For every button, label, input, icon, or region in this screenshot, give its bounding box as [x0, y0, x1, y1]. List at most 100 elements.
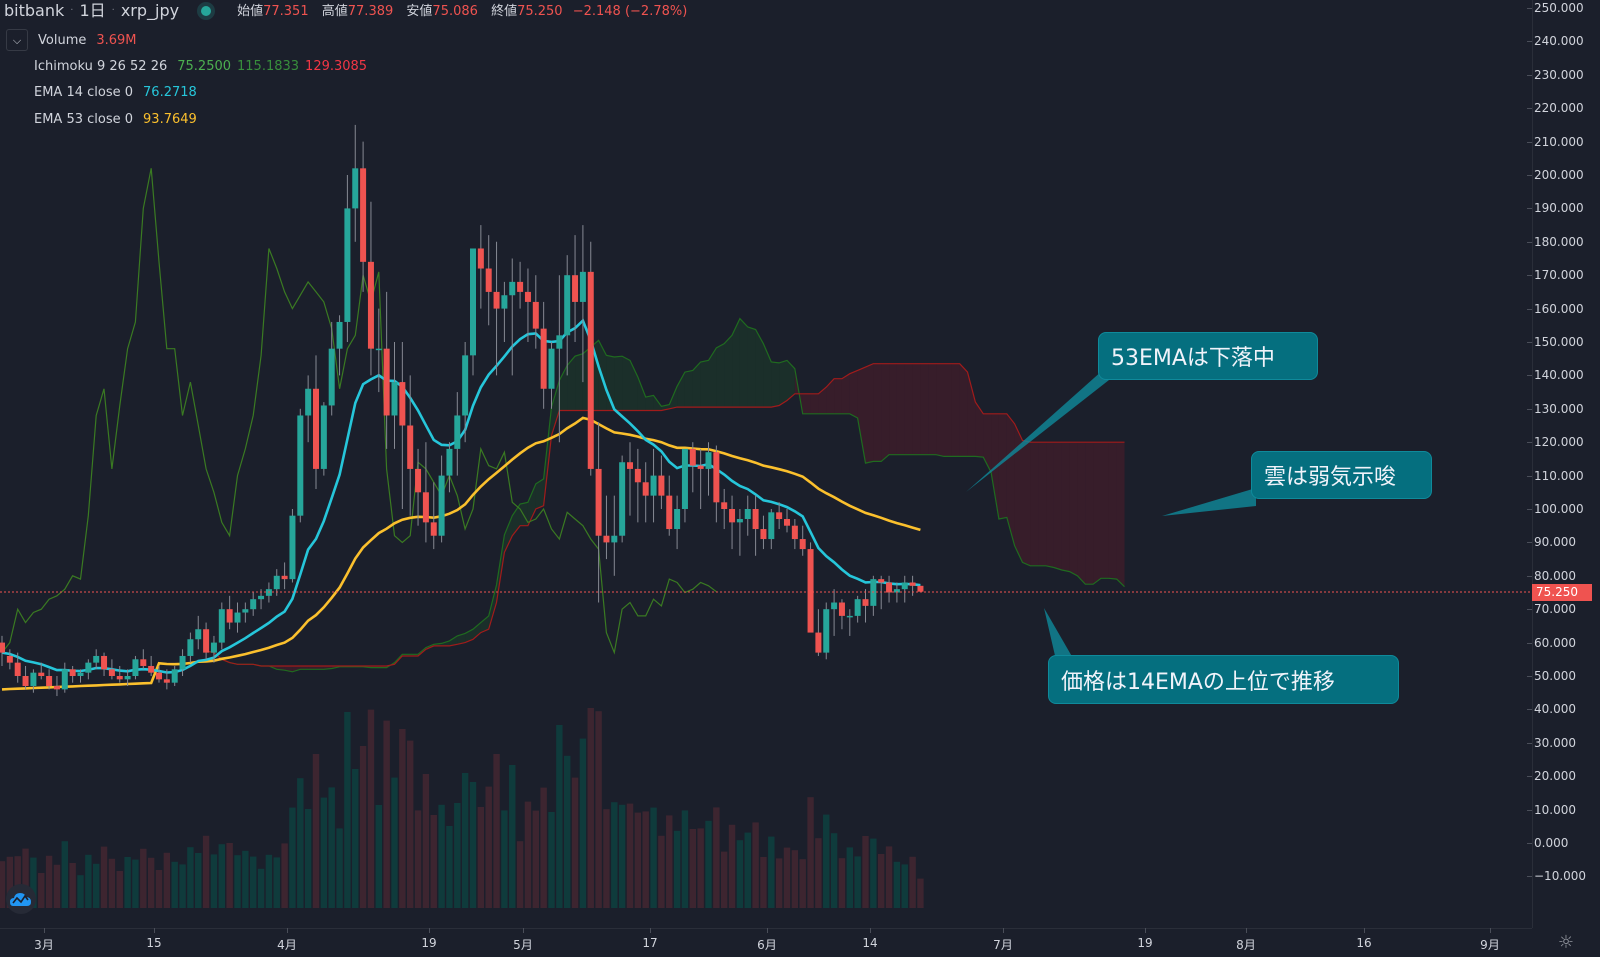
- cloud-logo-icon: [10, 893, 31, 906]
- callout-pointers: [966, 362, 1256, 660]
- ohlc-values: 始値77.351 高値77.389 安値75.086 終値75.250 −2.1…: [237, 3, 688, 19]
- price-tick-mark: [1527, 408, 1532, 410]
- price-tick-mark: [1527, 208, 1532, 210]
- price-tick-mark: [1527, 375, 1532, 377]
- chevron-down-icon: ⌵: [12, 33, 22, 47]
- ichimoku-cloud: [206, 318, 1125, 672]
- time-tick-mark: [1145, 928, 1146, 933]
- time-tick-label: 8月: [1236, 938, 1256, 952]
- price-tick-label: 210.000: [1534, 134, 1584, 149]
- time-tick-mark: [767, 928, 768, 933]
- price-tick-mark: [1527, 509, 1532, 510]
- price-tick-label: 50.000: [1534, 669, 1576, 683]
- interval-label[interactable]: 1日: [79, 1, 106, 20]
- price-tick-label: 230.000: [1534, 67, 1584, 82]
- legend-ichimoku[interactable]: Ichimoku 9 26 52 26 75.2500 115.1833 129…: [34, 59, 368, 74]
- price-tick-mark: [1527, 642, 1532, 644]
- price-tick-mark: [1527, 275, 1532, 277]
- price-tick-label: 70.000: [1534, 602, 1576, 617]
- price-tick-mark: [1527, 876, 1532, 878]
- volume-bars: [0, 708, 924, 908]
- price-tick-label: 20.000: [1534, 769, 1576, 784]
- time-tick-mark: [429, 928, 430, 933]
- time-tick-label: 15: [146, 936, 162, 950]
- price-tick-label: 60.000: [1534, 635, 1576, 650]
- price-tick-mark: [1527, 676, 1532, 677]
- candlesticks: [0, 124, 924, 697]
- time-tick-label: 3月: [34, 938, 54, 952]
- time-tick-mark: [44, 928, 45, 933]
- time-tick-label: 5月: [513, 938, 533, 952]
- time-tick-label: 9月: [1480, 938, 1500, 952]
- annotation-cloud-bearish[interactable]: 雲は弱気示唆: [1251, 451, 1432, 499]
- price-tick-mark: [1527, 575, 1532, 577]
- price-tick-label: 160.000: [1534, 301, 1584, 316]
- price-tick-label: 220.000: [1534, 101, 1584, 116]
- price-tick-label: 110.000: [1534, 468, 1584, 483]
- price-tick-mark: [1527, 475, 1532, 477]
- price-tick-mark: [1527, 442, 1532, 444]
- time-tick-mark: [1490, 928, 1491, 933]
- price-tick-mark: [1527, 609, 1532, 611]
- price-tick-label: 240.000: [1534, 34, 1584, 49]
- price-tick-mark: [1527, 141, 1532, 143]
- price-tick-label: 120.000: [1534, 435, 1584, 450]
- time-tick-mark: [523, 928, 524, 933]
- price-tick-label: 170.000: [1534, 268, 1584, 283]
- time-tick-label: 6月: [757, 938, 777, 952]
- symbol-title[interactable]: bitbank · 1日 · xrp_jpy 始値77.351 高値77.389…: [4, 3, 696, 19]
- time-tick-mark: [870, 928, 871, 933]
- time-tick-label: 19: [1137, 936, 1153, 950]
- price-tick-mark: [1527, 41, 1532, 43]
- price-tick-mark: [1527, 809, 1532, 811]
- exchange-name: bitbank: [4, 1, 65, 20]
- annotation-price-above-14ema[interactable]: 価格は14EMAの上位で推移: [1048, 655, 1399, 704]
- price-tick-label: −10.000: [1534, 869, 1587, 884]
- price-tick-label: 0.000: [1534, 836, 1569, 850]
- time-tick-label: 4月: [277, 938, 297, 952]
- price-tick-mark: [1527, 843, 1532, 844]
- legend-ema14[interactable]: EMA 14 close 0 76.2718: [34, 85, 197, 100]
- last-price-tag: 75.250: [1532, 584, 1592, 601]
- price-tick-mark: [1527, 175, 1532, 176]
- time-tick-mark: [1246, 928, 1247, 933]
- price-tick-label: 80.000: [1534, 568, 1576, 583]
- time-tick-label: 19: [421, 936, 437, 950]
- price-tick-mark: [1527, 308, 1532, 310]
- indicator-lines: [1, 168, 1125, 691]
- price-tick-label: 200.000: [1534, 168, 1584, 182]
- price-tick-mark: [1527, 709, 1532, 711]
- price-tick-label: 40.000: [1534, 702, 1576, 717]
- time-tick-label: 16: [1356, 936, 1372, 950]
- legend-volume[interactable]: ⌵ Volume 3.69M: [6, 29, 137, 51]
- time-tick-mark: [1003, 928, 1004, 933]
- price-axis[interactable]: [1532, 0, 1600, 928]
- price-tick-mark: [1527, 742, 1532, 744]
- price-tick-label: 180.000: [1534, 234, 1584, 249]
- time-tick-label: 7月: [993, 938, 1013, 952]
- annotation-53ema-falling[interactable]: 53EMAは下落中: [1098, 332, 1318, 380]
- price-tick-mark: [1527, 241, 1532, 243]
- settings-gear-icon[interactable]: ☼: [1557, 932, 1575, 953]
- price-tick-mark: [1527, 74, 1532, 76]
- price-tick-label: 10.000: [1534, 802, 1576, 817]
- price-tick-label: 250.000: [1534, 1, 1584, 15]
- price-tick-label: 130.000: [1534, 401, 1584, 416]
- time-tick-label: 17: [642, 936, 658, 950]
- price-tick-mark: [1527, 8, 1532, 9]
- time-axis[interactable]: [0, 928, 1532, 957]
- symbol-name: xrp_jpy: [120, 1, 180, 20]
- price-tick-mark: [1527, 342, 1532, 343]
- price-change: −2.148 (−2.78%): [572, 3, 688, 19]
- collapse-legend-button[interactable]: ⌵: [6, 29, 28, 51]
- price-tick-label: 150.000: [1534, 335, 1584, 349]
- legend-ema53[interactable]: EMA 53 close 0 93.7649: [34, 112, 197, 127]
- price-tick-label: 140.000: [1534, 368, 1584, 383]
- price-tick-mark: [1527, 542, 1532, 544]
- price-tick-label: 30.000: [1534, 735, 1576, 750]
- time-tick-mark: [1364, 928, 1365, 933]
- tradingview-logo[interactable]: [6, 884, 36, 914]
- price-tick-label: 190.000: [1534, 201, 1584, 216]
- price-tick-label: 100.000: [1534, 502, 1584, 516]
